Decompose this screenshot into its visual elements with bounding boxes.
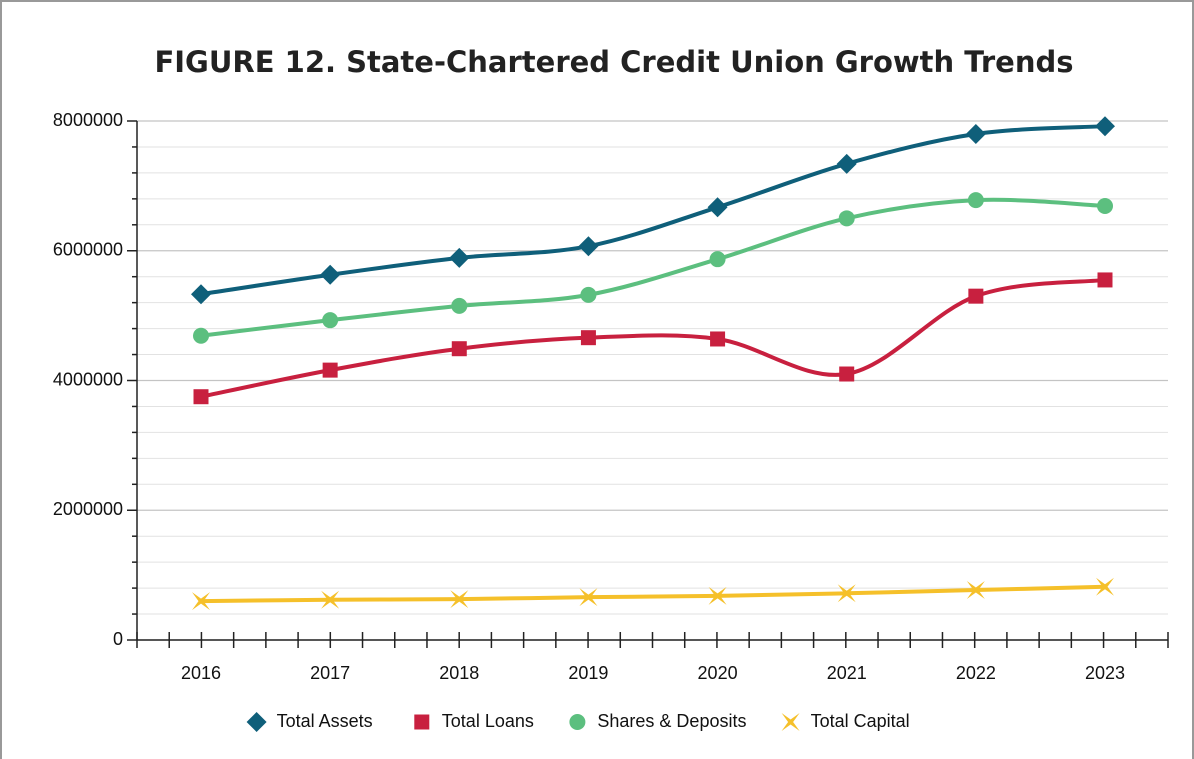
x-tick-label: 2016 [181, 663, 221, 683]
marker [580, 330, 596, 346]
y-tick-label: 0 [113, 629, 123, 649]
series-line [200, 124, 1106, 297]
marker [708, 586, 727, 605]
marker [450, 590, 469, 609]
legend-marker [781, 713, 800, 731]
series-line [200, 584, 1106, 604]
marker [451, 297, 468, 314]
marker [193, 389, 209, 405]
marker [322, 312, 339, 329]
marker [967, 192, 984, 209]
marker [191, 284, 211, 305]
legend-label: Total Loans [442, 711, 534, 731]
marker [320, 264, 341, 285]
marker [193, 327, 209, 344]
legend-marker [414, 714, 430, 730]
x-tick-label: 2023 [1085, 663, 1125, 683]
y-tick-label: 8000000 [53, 110, 123, 130]
legend-label: Shares & Deposits [597, 711, 746, 731]
series-line [200, 277, 1106, 399]
chart-title: FIGURE 12. State-Chartered Credit Union … [154, 45, 1073, 79]
legend-label: Total Capital [811, 711, 910, 731]
marker [1097, 197, 1113, 214]
x-tick-label: 2020 [698, 663, 738, 683]
marker [965, 123, 986, 144]
marker [838, 210, 855, 227]
legend-marker [569, 714, 586, 730]
y-tick-label: 2000000 [53, 499, 123, 519]
marker [322, 362, 338, 378]
marker [839, 366, 855, 382]
y-tick-label: 6000000 [53, 240, 123, 260]
y-tick-label: 4000000 [53, 369, 123, 389]
x-tick-label: 2021 [827, 663, 867, 683]
marker [1096, 577, 1114, 596]
marker [966, 581, 985, 600]
series-line [200, 197, 1106, 338]
x-tick-label: 2018 [439, 663, 479, 683]
marker [1097, 272, 1113, 288]
marker [449, 247, 470, 268]
marker [836, 153, 857, 174]
marker [580, 286, 597, 303]
marker [192, 592, 210, 611]
x-tick-label: 2017 [310, 663, 350, 683]
legend-label: Total Assets [277, 711, 373, 731]
marker [321, 590, 340, 609]
marker [1095, 116, 1115, 137]
legend-marker [246, 712, 267, 732]
marker [579, 588, 598, 607]
x-tick-label: 2022 [956, 663, 996, 683]
marker [709, 251, 726, 268]
marker [578, 236, 599, 257]
marker [968, 288, 984, 304]
marker [837, 584, 856, 603]
marker [707, 197, 728, 218]
x-tick-label: 2019 [568, 663, 608, 683]
marker [710, 331, 726, 347]
marker [451, 341, 467, 357]
